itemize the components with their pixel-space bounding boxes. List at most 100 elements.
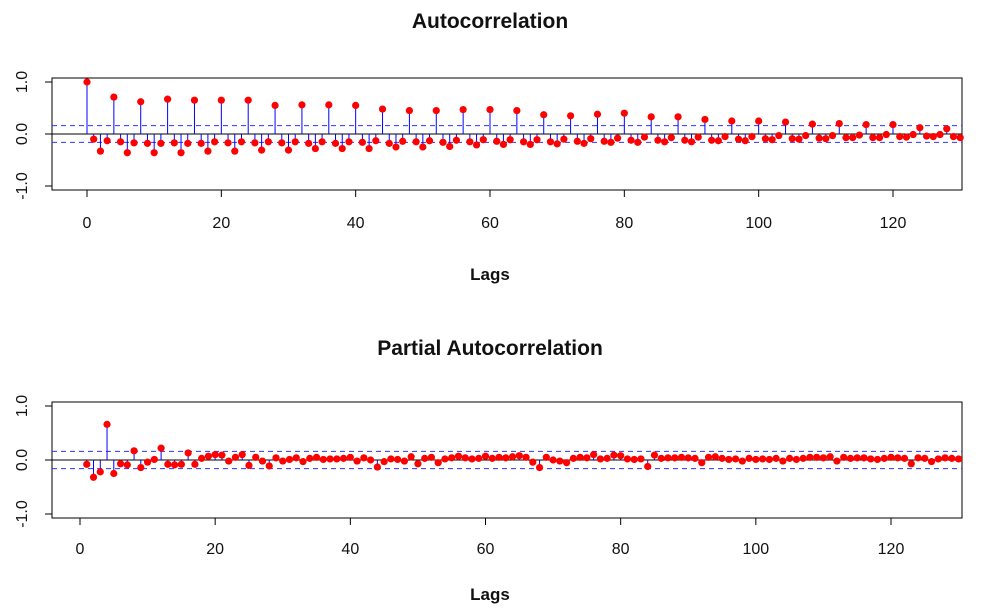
acf-point [560,135,568,143]
pacf-point [623,455,632,463]
acf-point [761,135,769,143]
pacf-point [873,455,882,464]
pacf-point [448,454,456,462]
pacf-point [414,460,422,468]
pacf-point [921,454,929,462]
acf-x-tick-label: 120 [880,215,907,232]
acf-point [352,101,360,109]
acf-panel: Autocorrelation Lags 0 20 40 60 80 100 120 -1.0… [14,10,964,284]
pacf-point [171,461,179,469]
acf-point [116,138,125,146]
acf-point [533,136,541,144]
pacf-point [826,453,834,461]
pacf-point [265,462,273,470]
pacf-x-tick-label: 40 [341,541,359,558]
acf-point [835,120,843,128]
pacf-point [529,458,537,466]
pacf-point [657,454,665,462]
acf-point [298,101,306,109]
acf-point [96,147,105,155]
pacf-point [934,455,942,463]
acf-point [587,135,595,143]
acf-point [190,96,199,104]
acf-point [130,139,138,147]
acf-point [110,93,118,101]
pacf-point [306,454,314,462]
acf-point [338,144,346,153]
pacf-point [603,454,611,462]
pacf-point [204,452,213,460]
pacf-point [387,455,395,463]
pacf-point [725,455,733,464]
pacf-title: Partial Autocorrelation [377,337,603,360]
pacf-point [758,455,767,463]
acf-point [922,132,931,140]
acf-point [540,111,548,119]
acf-point [425,137,434,145]
pacf-point [704,453,713,461]
pacf-point [89,473,98,481]
pacf-point [914,454,922,462]
acf-point [318,138,326,146]
pacf-point [468,455,476,463]
acf-point [949,133,958,141]
pacf-point [691,454,699,462]
acf-point [137,98,145,106]
acf-point [123,149,131,157]
acf-point [258,146,266,154]
pacf-point [745,454,753,462]
pacf-point [563,459,571,467]
acf-point [600,137,608,145]
acf-point [896,133,904,141]
pacf-point [650,451,659,459]
acf-point [634,138,642,146]
pacf-y-tick-label: 1.0 [14,395,31,417]
pacf-point [475,454,483,462]
acf-point [869,134,877,142]
pacf-y-tick-label: 0.0 [14,449,31,471]
acf-point [103,137,111,145]
pacf-point [198,454,206,462]
pacf-point [569,454,577,462]
pacf-point [779,457,787,465]
pacf-point [184,449,192,457]
acf-point [755,117,763,125]
pacf-point [285,455,294,464]
acf-point [875,134,884,142]
pacf-point [549,456,557,464]
pacf-point [218,451,226,459]
pacf-point [177,460,185,468]
pacf-point [495,453,503,461]
pacf-point [752,455,760,464]
pacf-point [772,454,780,462]
pacf-point [846,454,855,462]
acf-point [446,142,454,151]
pacf-point [610,451,618,459]
acf-point [331,139,340,147]
pacf-point [164,460,172,468]
acf-title: Autocorrelation [412,10,568,33]
pacf-point [441,455,449,463]
acf-point [405,107,413,115]
pacf-point [927,458,936,466]
acf-point [305,139,313,147]
acf-point [432,107,440,115]
acf-point [358,138,366,146]
pacf-point [671,454,679,462]
acf-point [90,135,98,143]
acf-point [614,134,622,142]
pacf-point [454,452,463,460]
acf-point [472,141,481,149]
pacf-point [833,457,841,465]
acf-point [647,113,655,121]
pacf-point [954,455,963,463]
pacf-point [434,459,442,467]
pacf-point [299,458,307,466]
pacf-x-tick-label: 120 [878,541,905,558]
acf-point [674,113,682,121]
acf-point [929,133,937,141]
pacf-point [211,451,219,459]
pacf-point [272,454,280,462]
